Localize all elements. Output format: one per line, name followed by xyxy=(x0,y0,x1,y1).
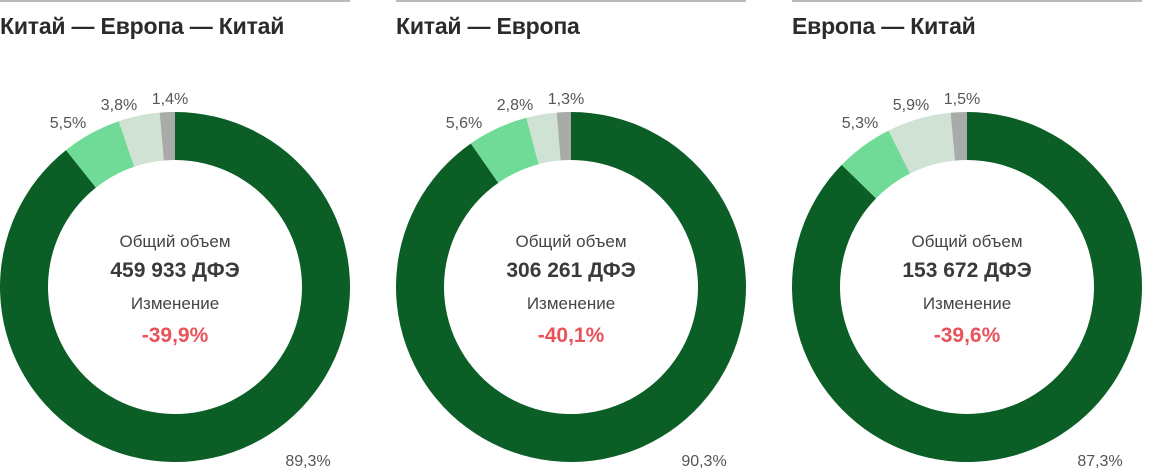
segment-second xyxy=(66,121,135,188)
segment-third xyxy=(118,112,164,167)
segment-fourth xyxy=(950,112,967,161)
donut-chart: Общий объем 306 261 ДФЭ Изменение -40,1%… xyxy=(395,91,746,470)
segment-main xyxy=(0,112,350,462)
percent-label: 5,9% xyxy=(893,97,929,114)
donut-chart: Общий объем 153 672 ДФЭ Изменение -39,6%… xyxy=(792,91,1142,470)
panel-top-rule xyxy=(396,0,746,2)
center-total-label: Общий объем xyxy=(911,232,1022,251)
segment-fourth xyxy=(159,112,175,161)
percent-label: 1,4% xyxy=(152,91,188,108)
percent-label: 89,3% xyxy=(285,453,330,470)
chart-panel-1: Китай — Европа — Китай Общий объем 459 9… xyxy=(0,0,352,476)
center-change-label: Изменение xyxy=(131,294,219,313)
percent-label: 2,8% xyxy=(497,97,533,114)
percent-label: 87,3% xyxy=(1077,453,1122,470)
center-total-value: 306 261 ДФЭ xyxy=(506,259,635,282)
center-change-value: -39,9% xyxy=(142,324,209,347)
panel-top-rule xyxy=(792,0,1142,2)
center-change-value: -39,6% xyxy=(934,324,1001,347)
percent-label: 5,3% xyxy=(842,115,878,132)
center-change-label: Изменение xyxy=(923,294,1011,313)
chart-title: Китай — Европа xyxy=(396,13,580,39)
chart-title: Европа — Китай xyxy=(792,13,976,39)
percent-label: 5,6% xyxy=(446,115,482,132)
center-change-label: Изменение xyxy=(527,294,615,313)
donut-chart: Общий объем 459 933 ДФЭ Изменение -39,9%… xyxy=(0,91,350,470)
chart-panel-3: Европа — Китай Общий объем 153 672 ДФЭ И… xyxy=(792,0,1144,476)
segment-second xyxy=(841,130,911,199)
percent-label: 5,5% xyxy=(50,115,86,132)
center-change-value: -40,1% xyxy=(538,324,605,347)
segment-second xyxy=(470,117,539,183)
segment-third xyxy=(526,112,561,165)
center-total-value: 153 672 ДФЭ xyxy=(902,259,1031,282)
percent-label: 1,3% xyxy=(548,91,584,108)
center-total-label: Общий объем xyxy=(515,232,626,251)
chart-title: Китай — Европа — Китай xyxy=(0,13,285,39)
percent-label: 1,5% xyxy=(944,91,980,108)
center-total-label: Общий объем xyxy=(119,232,230,251)
segment-third xyxy=(888,112,956,174)
percent-label: 90,3% xyxy=(681,453,726,470)
segment-main xyxy=(395,112,746,462)
segment-fourth xyxy=(556,112,571,161)
percent-label: 3,8% xyxy=(101,97,137,114)
panel-top-rule xyxy=(0,0,350,2)
center-total-value: 459 933 ДФЭ xyxy=(110,259,239,282)
chart-panel-2: Китай — Европа Общий объем 306 261 ДФЭ И… xyxy=(395,0,748,476)
